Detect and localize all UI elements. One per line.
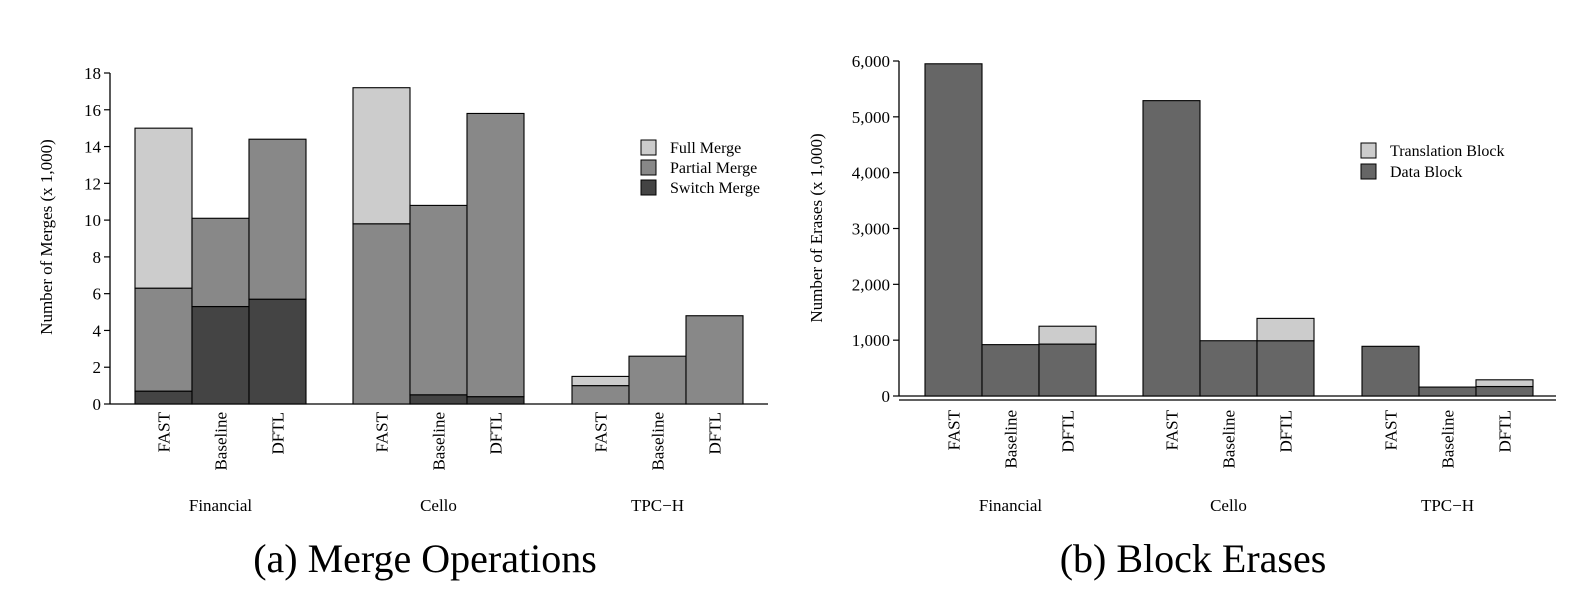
merges-y-tick-label: 8 <box>93 248 102 267</box>
merges-bar-partial-merge <box>352 223 411 405</box>
merges-bar-switch-merge <box>248 298 307 405</box>
merges-bar-switch-merge <box>466 396 525 405</box>
erases-y-tick-label: 3,000 <box>852 220 890 239</box>
erases-category-label: FAST <box>945 409 964 450</box>
erases-bar-data-block <box>1475 385 1534 397</box>
merges-bar-switch-merge <box>409 394 468 405</box>
erases-y-tick-label: 2,000 <box>852 275 890 294</box>
erases-bar-translation-block <box>1256 317 1315 342</box>
merges-bar-partial-merge <box>685 315 744 405</box>
merges-group-label: TPC−H <box>631 496 684 515</box>
merges-legend-swatch <box>640 179 657 196</box>
merges-bar-switch-merge <box>191 305 250 405</box>
erases-category-label: DFTL <box>1277 410 1296 453</box>
merges-category-label: FAST <box>155 411 174 452</box>
merges-bar-partial-merge <box>466 112 525 398</box>
erases-category-label: FAST <box>1163 409 1182 450</box>
merges-y-tick-label: 16 <box>84 101 101 120</box>
merges-y-tick-label: 14 <box>84 138 102 157</box>
merges-bar-partial-merge <box>248 138 307 300</box>
merges-y-axis-label: Number of Merges (x 1,000) <box>37 139 56 335</box>
merges-legend-label: Full Merge <box>670 140 741 157</box>
erases-category-label: DFTL <box>1059 410 1078 453</box>
merges-y-tick-label: 18 <box>84 64 101 83</box>
merges-caption: (a) Merge Operations <box>253 536 597 581</box>
erases-bar-translation-block <box>1038 325 1097 345</box>
erases-y-tick-label: 4,000 <box>852 164 890 183</box>
merges-bar-partial-merge <box>409 204 468 396</box>
erases-legend-swatch <box>1360 163 1377 180</box>
merges-bar-full-merge <box>134 127 193 289</box>
erases-bar-data-block <box>981 344 1040 397</box>
merges-y-tick-label: 12 <box>84 174 101 193</box>
erases-legend-swatch <box>1360 142 1377 159</box>
merges-legend-swatch <box>640 139 657 156</box>
merges-bar-full-merge <box>571 375 630 387</box>
merges-legend-swatch <box>640 159 657 176</box>
erases-bar-data-block <box>924 63 983 397</box>
block-erases-chart: 0 1,000 2,000 3,000 4,000 5,000 6,000 Number of… <box>807 52 1556 581</box>
erases-y-tick-label: 1,000 <box>852 331 890 350</box>
merges-bar-partial-merge <box>134 287 193 392</box>
erases-bar-data-block <box>1199 340 1258 397</box>
merges-y-tick-label: 4 <box>93 321 102 340</box>
erases-category-label: Baseline <box>1002 410 1021 469</box>
erases-bar-data-block <box>1418 386 1477 397</box>
merges-legend-label: Partial Merge <box>670 160 757 177</box>
erases-legend-label: Translation Block <box>1390 143 1505 160</box>
merge-operations-chart: 0 2 4 6 8 10 12 14 16 18 Number of Merges (x 1,000… <box>37 64 768 581</box>
merges-bar-switch-merge <box>134 390 193 405</box>
merges-legend-label: Switch Merge <box>670 180 760 197</box>
erases-group-label: Cello <box>1210 496 1247 515</box>
erases-category-label: DFTL <box>1496 410 1515 453</box>
merges-group-label: Financial <box>189 496 253 515</box>
erases-y-tick-label: 6,000 <box>852 52 890 71</box>
merges-bar-full-merge <box>352 87 411 225</box>
merges-category-label: Baseline <box>430 412 449 471</box>
erases-category-label: Baseline <box>1439 410 1458 469</box>
erases-bar-data-block <box>1256 340 1315 397</box>
erases-caption: (b) Block Erases <box>1060 536 1327 581</box>
merges-category-label: DFTL <box>487 412 506 455</box>
erases-category-label: Baseline <box>1220 410 1239 469</box>
merges-bar-partial-merge <box>571 385 630 405</box>
merges-y-tick-label: 2 <box>93 358 102 377</box>
erases-legend-label: Data Block <box>1390 164 1462 181</box>
erases-category-label: FAST <box>1382 409 1401 450</box>
erases-bar-data-block <box>1038 343 1097 397</box>
erases-group-label: Financial <box>979 496 1043 515</box>
merges-category-label: Baseline <box>212 412 231 471</box>
merges-category-label: FAST <box>373 411 392 452</box>
merges-category-label: DFTL <box>269 412 288 455</box>
erases-y-axis-label: Number of Erases (x 1,000) <box>807 133 826 322</box>
merges-y-tick-label: 0 <box>93 395 102 414</box>
erases-bar-data-block <box>1361 345 1420 397</box>
merges-bar-partial-merge <box>628 355 687 405</box>
merges-y-tick-label: 6 <box>93 285 102 304</box>
erases-bar-data-block <box>1142 100 1201 397</box>
erases-y-tick-label: 5,000 <box>852 108 890 127</box>
erases-y-tick-label: 0 <box>882 387 891 406</box>
erases-bar-translation-block <box>1475 379 1534 388</box>
merges-category-label: Baseline <box>649 412 668 471</box>
merges-bar-partial-merge <box>191 217 250 308</box>
merges-category-label: DFTL <box>706 412 725 455</box>
merges-category-label: FAST <box>592 411 611 452</box>
merges-group-label: Cello <box>420 496 457 515</box>
merges-y-tick-label: 10 <box>84 211 101 230</box>
erases-group-label: TPC−H <box>1421 496 1474 515</box>
